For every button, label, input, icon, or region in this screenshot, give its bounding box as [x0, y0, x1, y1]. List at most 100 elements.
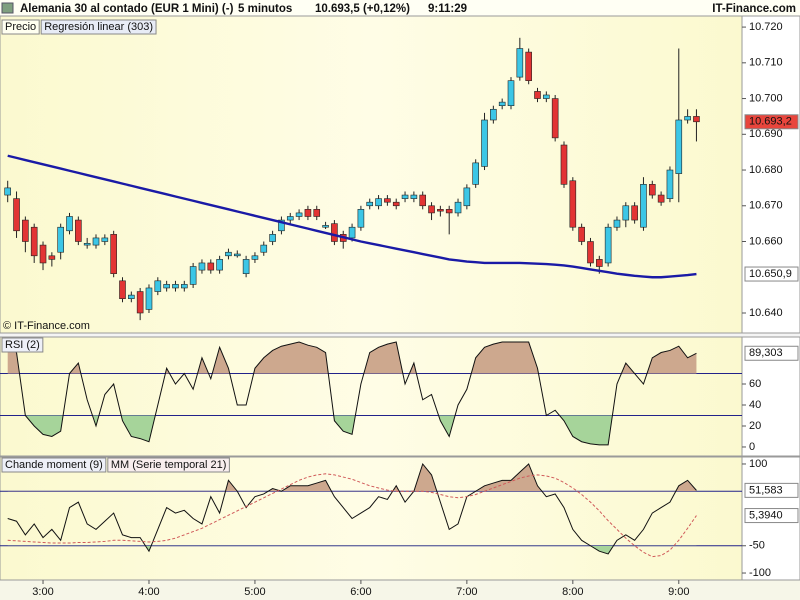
candle-body: [392, 201, 400, 207]
header-brand: IT-Finance.com: [712, 3, 796, 15]
candle-body: [666, 169, 674, 199]
candle-body: [587, 241, 594, 264]
oversold-fill: [7, 415, 697, 445]
y-tick-label: -50: [749, 540, 765, 552]
candle-body: [384, 198, 391, 203]
legend-series: RSI (2): [5, 339, 40, 351]
candle-body: [322, 225, 329, 228]
candle-body: [92, 237, 100, 246]
last-value-label-box: [744, 508, 799, 524]
candle-body: [525, 51, 532, 81]
header-interval: 5 minutos: [238, 3, 292, 15]
candle-body: [313, 209, 321, 217]
candle-body: [286, 216, 294, 221]
y-tick-label: 10.640: [749, 307, 783, 319]
candle-body: [39, 244, 47, 264]
candle-body: [198, 262, 206, 271]
candle-body: [13, 198, 20, 232]
header-time: 9:11:29: [428, 3, 467, 15]
candle-body: [83, 242, 91, 246]
candle-body: [472, 162, 479, 185]
y-tick-label: 10.710: [749, 57, 783, 69]
indicator-line: [7, 462, 697, 555]
candle-body: [331, 223, 338, 242]
candle-body: [534, 91, 541, 99]
candle-body: [657, 194, 665, 203]
last-value-label-box: [744, 345, 799, 361]
legend-series-box: [1, 337, 44, 353]
candle-body: [569, 180, 577, 228]
candle-body: [498, 101, 506, 107]
y-tick-label: 10.700: [749, 92, 783, 104]
panel-bg: [0, 456, 743, 581]
x-tick-label: 7:00: [456, 586, 477, 598]
last-price-label-box: [744, 114, 799, 130]
legend-series-box: [1, 457, 107, 473]
candle-body: [295, 212, 303, 217]
y-tick-label: 10.690: [749, 128, 783, 140]
candle-body: [145, 287, 153, 310]
candle-body: [463, 187, 471, 207]
candle-body: [419, 194, 427, 207]
candle-body: [578, 226, 585, 242]
candle-body: [401, 194, 409, 199]
candle-body: [181, 284, 188, 289]
candle-body: [551, 98, 559, 139]
legend-series: MM (Serie temporal 21): [111, 459, 227, 471]
candle-body: [410, 194, 418, 199]
candle-body: [136, 291, 144, 314]
candle-body: [4, 187, 11, 196]
candle-body: [631, 205, 638, 221]
last-value-label: 10.650,9: [749, 268, 792, 280]
candle-body: [128, 294, 135, 299]
x-tick-label: 3:00: [32, 586, 53, 598]
app-icon: [1, 2, 14, 14]
x-tick-label: 6:00: [350, 586, 371, 598]
y-tick-label: 40: [749, 399, 761, 411]
candle-body: [648, 184, 656, 196]
watermark: © IT-Finance.com: [3, 320, 90, 332]
candle-body: [110, 234, 117, 274]
last-price-label: 10.693,2: [749, 116, 792, 128]
candle-body: [560, 144, 568, 185]
last-value-label: 5,3940: [749, 509, 783, 521]
candle-body: [154, 280, 162, 292]
y-tick-label: 20: [749, 420, 761, 432]
candle-body: [48, 255, 56, 260]
candle-body: [604, 226, 612, 264]
candle-body: [481, 119, 488, 167]
candle-body: [269, 234, 276, 242]
candle-body: [304, 209, 312, 217]
candle-body: [693, 116, 700, 123]
candle-body: [684, 116, 691, 121]
candle-body: [189, 266, 197, 285]
candle-body: [622, 205, 630, 221]
header-price: 10.693,5 (+0,12%): [315, 3, 410, 15]
x-tick-label: 8:00: [562, 586, 583, 598]
last-value-label: 89,303: [749, 347, 783, 359]
candle-body: [490, 108, 497, 121]
indicator-line: [7, 341, 697, 446]
legend-series: Chande moment (9): [5, 459, 103, 471]
last-value-label: 51,583: [749, 484, 783, 496]
candle-body: [216, 259, 223, 271]
regression-line: [7, 154, 697, 279]
candle-body: [172, 284, 179, 289]
candle-body: [437, 209, 444, 212]
y-tick-label: 10.670: [749, 200, 783, 212]
candle-body: [242, 259, 250, 274]
candle-body: [57, 226, 64, 253]
candle-body: [675, 119, 683, 174]
legend-series-box: [40, 19, 157, 35]
candle-body: [251, 255, 259, 260]
panel-bg: [0, 15, 743, 334]
y-tick-label: -100: [749, 567, 771, 579]
candle-body: [207, 262, 215, 271]
candle-body: [233, 253, 241, 257]
candle-body: [119, 280, 126, 299]
candle-body: [101, 237, 109, 242]
last-value-label-box: [744, 266, 799, 282]
candle-body: [375, 198, 382, 207]
